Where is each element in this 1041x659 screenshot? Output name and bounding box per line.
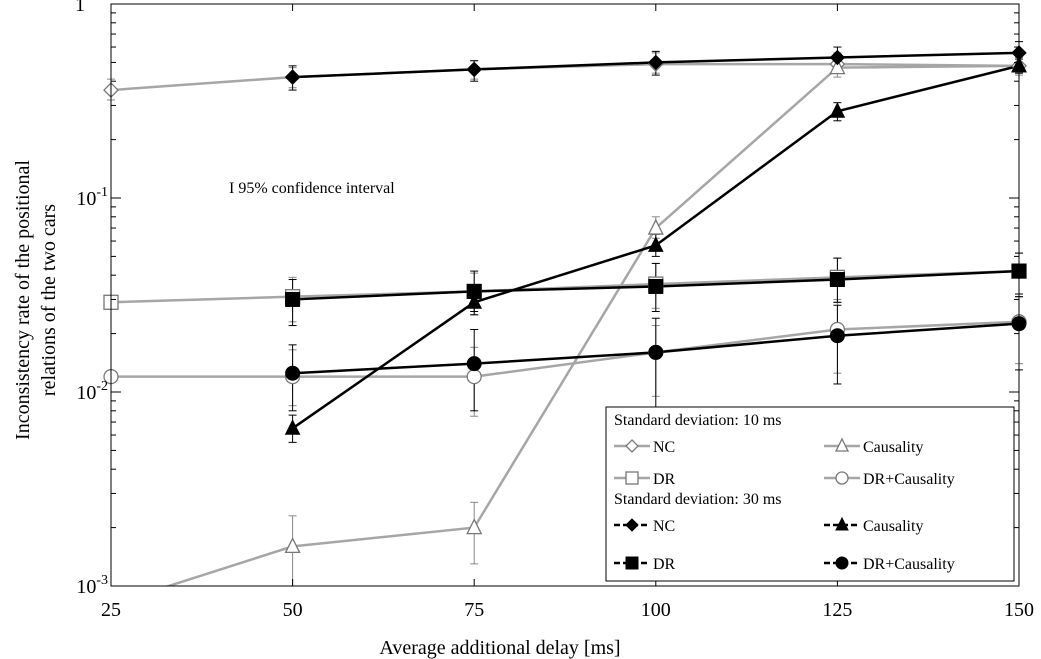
legend-marker-square — [625, 471, 639, 485]
data-point-triangle — [466, 518, 483, 535]
data-point-diamond — [829, 49, 846, 66]
legend: Standard deviation: 10 ms Standard devia… — [605, 406, 1015, 582]
legend-marker-circle — [835, 556, 849, 570]
data-point-triangle — [647, 236, 664, 252]
x-tick-label-25: 25 — [101, 599, 121, 621]
legend-group-title-2: Standard deviation: 30 ms — [614, 491, 782, 508]
data-point-circle — [466, 356, 482, 372]
legend-marker-diamond — [625, 518, 639, 532]
legend-marker-triangle — [835, 516, 849, 531]
y-tick-label: 1 — [75, 0, 85, 16]
data-point-square — [648, 278, 664, 294]
y-tick-label: 10-3 — [76, 573, 108, 598]
legend-label: DR — [653, 556, 676, 573]
data-point-circle — [285, 365, 301, 381]
x-tick-label-150: 150 — [1004, 599, 1034, 621]
series-line-dr-causality-3 — [111, 320, 1019, 378]
data-point-triangle — [284, 419, 301, 435]
data-point-circle — [466, 368, 482, 385]
data-point-square — [285, 291, 301, 307]
data-point-triangle — [647, 218, 664, 235]
legend-group-title-1: Standard deviation: 10 ms — [614, 412, 782, 429]
y-tick-label: 10-2 — [76, 379, 108, 404]
data-point-circle — [648, 344, 664, 360]
legend-label: NC — [653, 439, 675, 456]
x-tick-label-100: 100 — [641, 599, 671, 621]
data-point-triangle — [284, 536, 301, 554]
legend-label: Causality — [863, 439, 923, 456]
y-axis-label-line-2: relations of the two cars — [38, 204, 60, 396]
data-point-triangle — [829, 58, 846, 75]
legend-label: DR — [653, 471, 676, 488]
legend-box — [605, 406, 1015, 582]
series-line-dr-2 — [111, 269, 1019, 304]
data-point-circle — [829, 328, 845, 344]
y-axis-label-line-1: Inconsistency rate of the positional — [12, 160, 34, 440]
data-point-diamond — [284, 69, 301, 85]
data-point-diamond — [466, 61, 482, 78]
data-point-triangle — [466, 293, 483, 309]
confidence-interval-annotation: I 95% confidence interval — [229, 180, 395, 197]
x-axis-label: Average additional delay [ms] — [379, 637, 620, 659]
legend-marker-square — [625, 556, 639, 570]
plot-frame — [110, 3, 1020, 587]
data-point-triangle — [829, 102, 846, 118]
legend-marker-circle — [835, 471, 849, 485]
marker-layer — [103, 45, 1028, 554]
data-point-square — [466, 283, 482, 299]
x-tick-label-125: 125 — [822, 599, 852, 621]
legend-label: NC — [653, 518, 675, 535]
legend-marker-triangle — [834, 437, 850, 452]
data-point-square — [829, 272, 845, 288]
data-point-diamond — [648, 54, 664, 71]
x-tick-label-50: 50 — [283, 599, 303, 621]
legend-label: DR+Causality — [863, 471, 955, 488]
legend-label: Causality — [863, 518, 923, 535]
axes-layer: 25 50 75 100 125 150 1 10-1 10-2 10-3 — [75, 0, 1034, 621]
legend-marker-diamond — [625, 439, 639, 453]
series-line-causality-1 — [164, 64, 1019, 586]
legend-label: DR+Causality — [863, 556, 955, 573]
y-tick-label: 10-1 — [76, 185, 108, 210]
x-tick-label-75: 75 — [464, 599, 484, 621]
